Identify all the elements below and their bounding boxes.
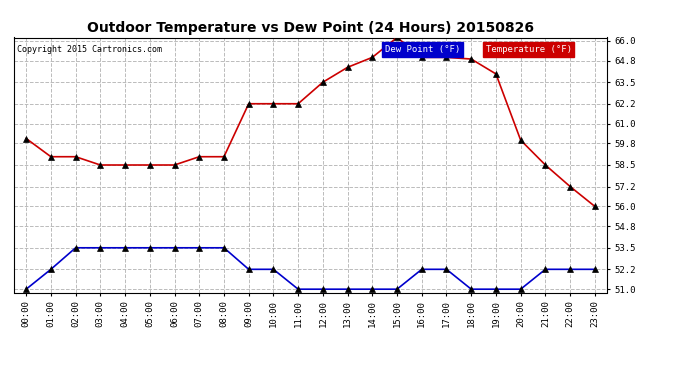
Title: Outdoor Temperature vs Dew Point (24 Hours) 20150826: Outdoor Temperature vs Dew Point (24 Hou… <box>87 21 534 35</box>
Text: Copyright 2015 Cartronics.com: Copyright 2015 Cartronics.com <box>17 45 161 54</box>
Text: Dew Point (°F): Dew Point (°F) <box>385 45 460 54</box>
Text: Temperature (°F): Temperature (°F) <box>486 45 571 54</box>
